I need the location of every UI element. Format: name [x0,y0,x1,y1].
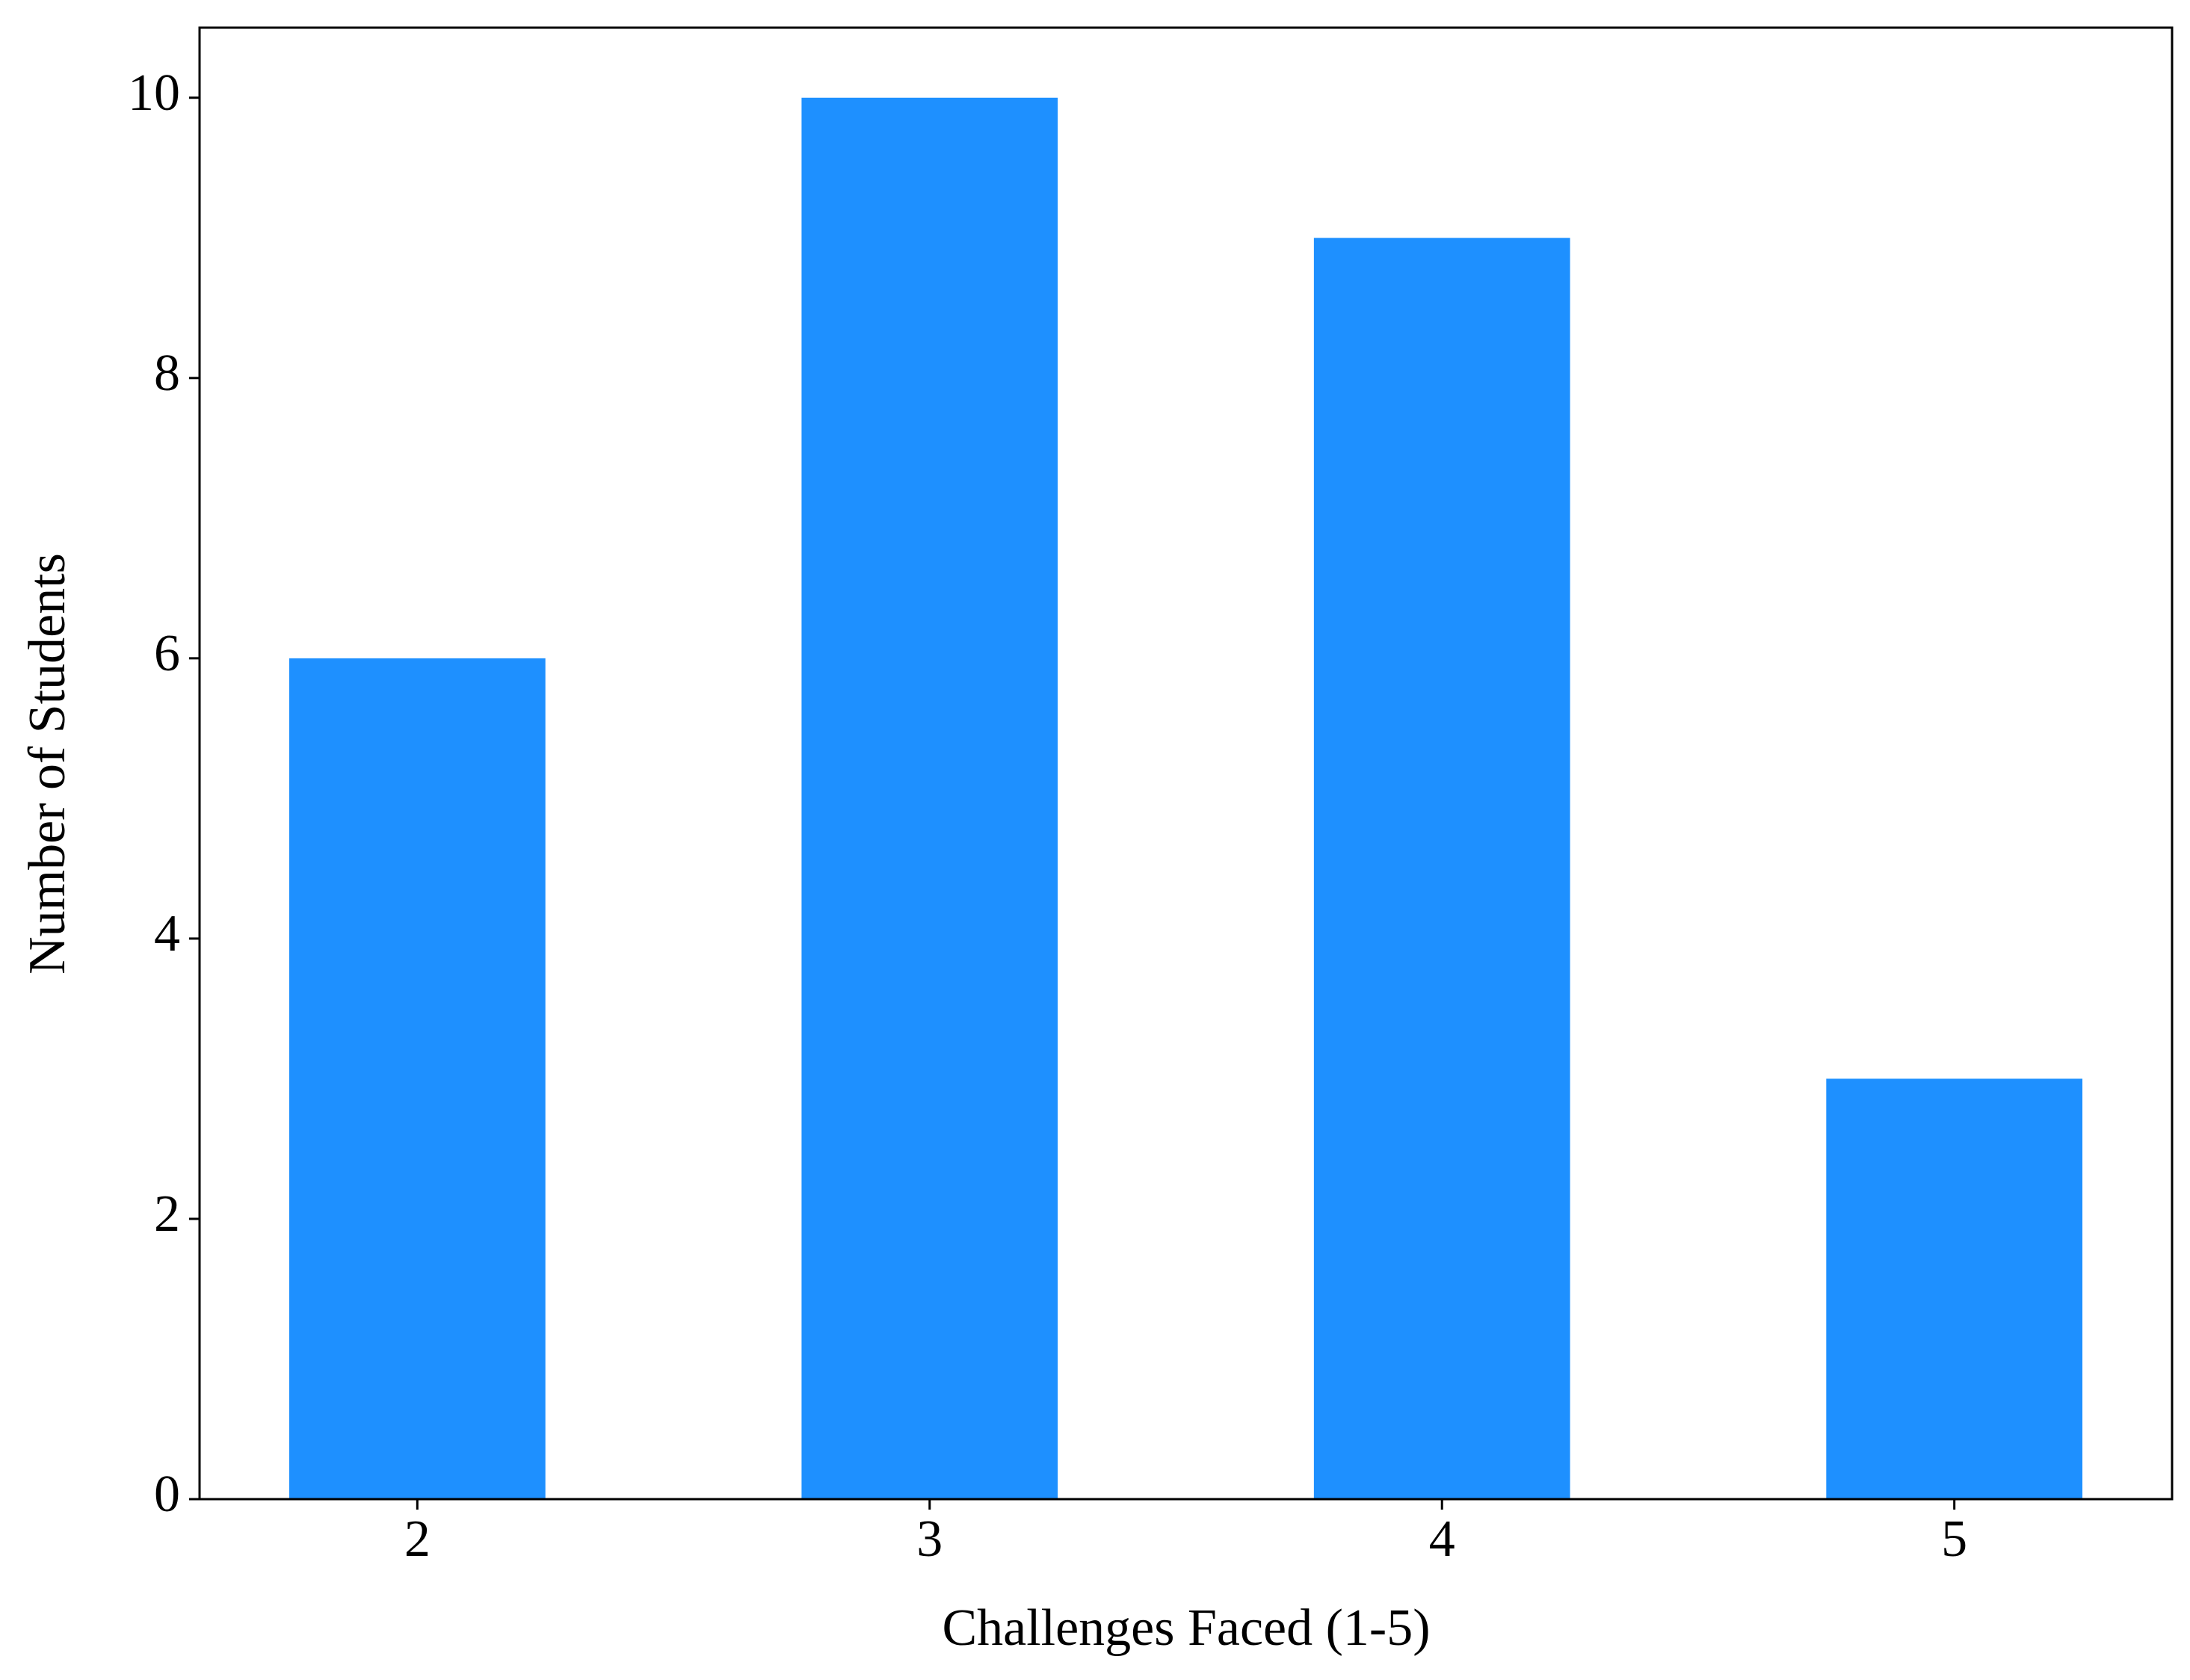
y-tick-label: 6 [154,625,180,682]
y-tick-label: 2 [154,1185,180,1243]
x-axis-label: Challenges Faced (1-5) [942,1599,1430,1657]
plot-frame [198,26,2174,1501]
y-tick-label: 8 [154,345,180,402]
y-tick-label: 4 [154,905,180,963]
bar [801,97,1058,1499]
bar [1313,238,1570,1500]
bar [289,658,546,1499]
bar [1826,1078,2083,1499]
y-tick-label: 0 [154,1466,180,1523]
x-tick-label: 3 [916,1510,943,1568]
x-tick-label: 5 [1941,1510,1967,1568]
x-tick-label: 4 [1429,1510,1455,1568]
y-tick-label: 10 [128,64,180,122]
x-tick-label: 2 [404,1510,431,1568]
y-axis-label: Number of Students [19,553,76,975]
